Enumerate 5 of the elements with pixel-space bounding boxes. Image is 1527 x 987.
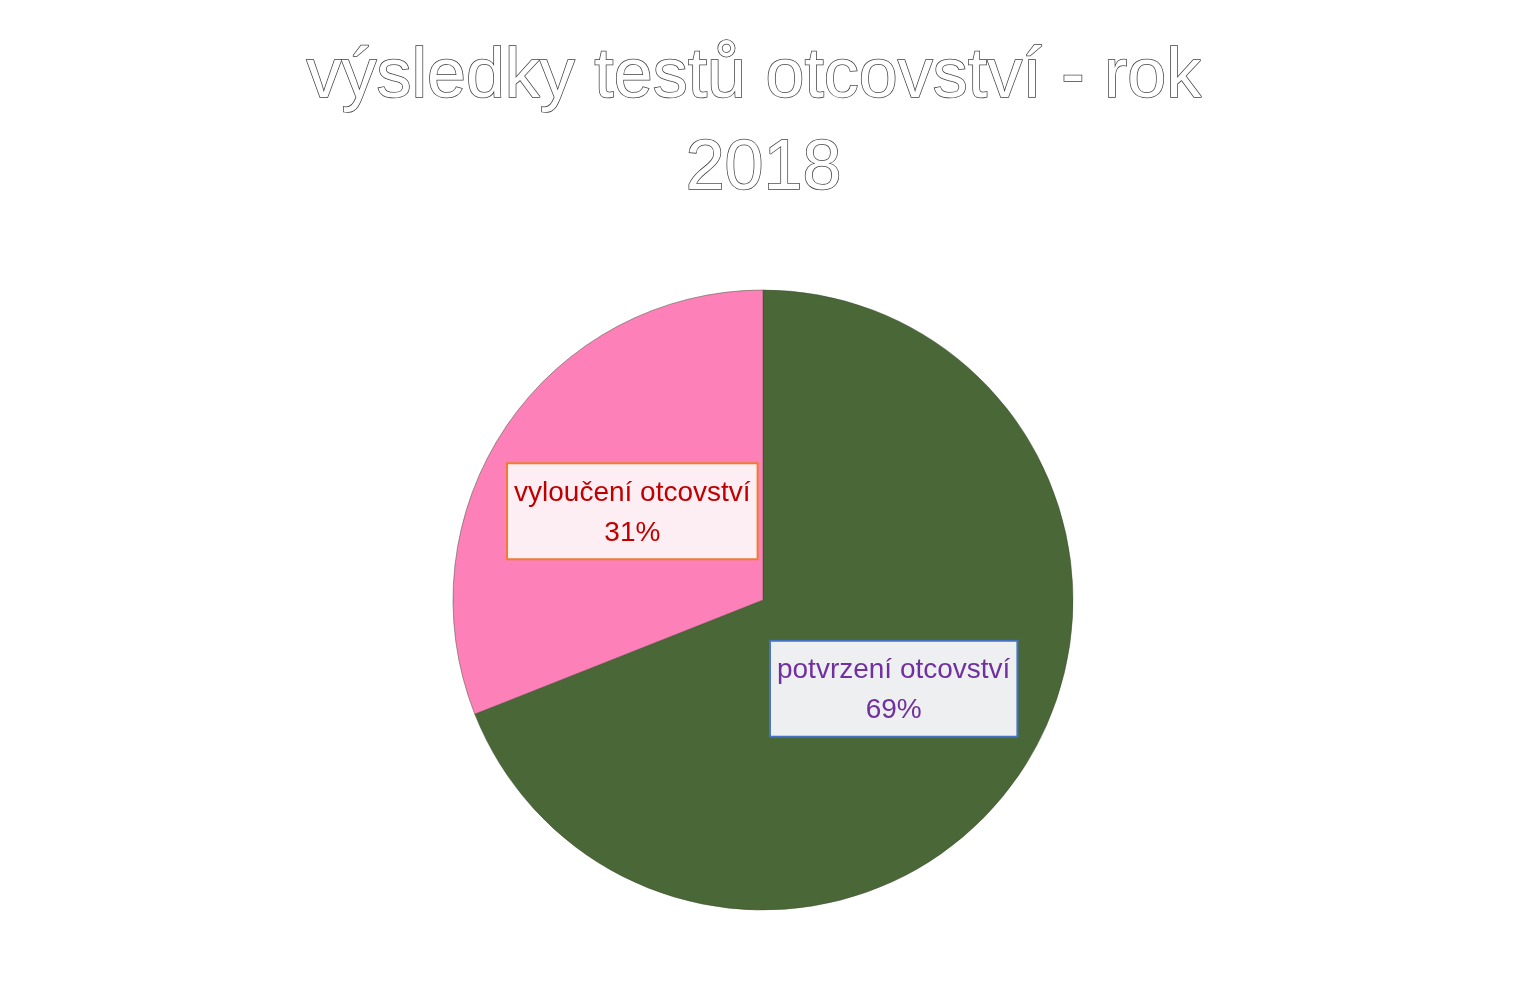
slice-label: potvrzení otcovství <box>776 653 1011 685</box>
data-label: 31% <box>604 515 661 547</box>
slice-label: vyloučení otcovství <box>514 475 751 507</box>
data-label: 69% <box>865 693 922 725</box>
chart-title: výsledky testů otcovství - rok 2018 <box>306 34 1221 204</box>
